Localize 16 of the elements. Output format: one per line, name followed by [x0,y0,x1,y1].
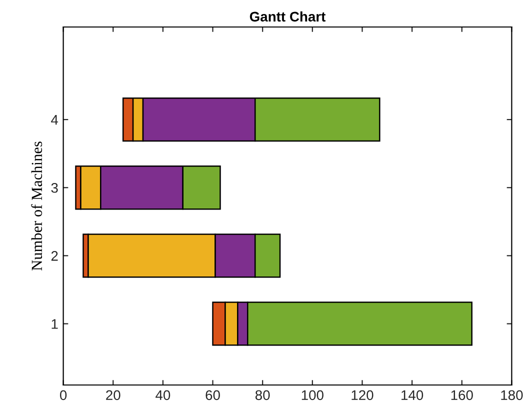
x-tick-label: 20 [106,390,120,400]
y-tick-label: 4 [51,115,58,125]
x-tick-label: 120 [352,390,374,400]
y-axis-title: Number of Machines [31,142,42,270]
x-tick-label: 100 [302,390,324,400]
chart-title: Gantt Chart [250,11,326,22]
x-tick-label: 80 [255,390,270,400]
y-tick-label: 3 [51,182,58,193]
x-tick-label: 40 [156,390,170,400]
x-tick-label: 60 [206,390,220,400]
y-tick-label: 1 [52,319,58,329]
x-tick-label: 180 [501,390,523,400]
x-tick-label: 160 [451,390,473,400]
x-tick-label: 140 [402,390,424,400]
x-tick-label: 0 [60,390,67,400]
y-tick-label: 2 [51,251,58,261]
